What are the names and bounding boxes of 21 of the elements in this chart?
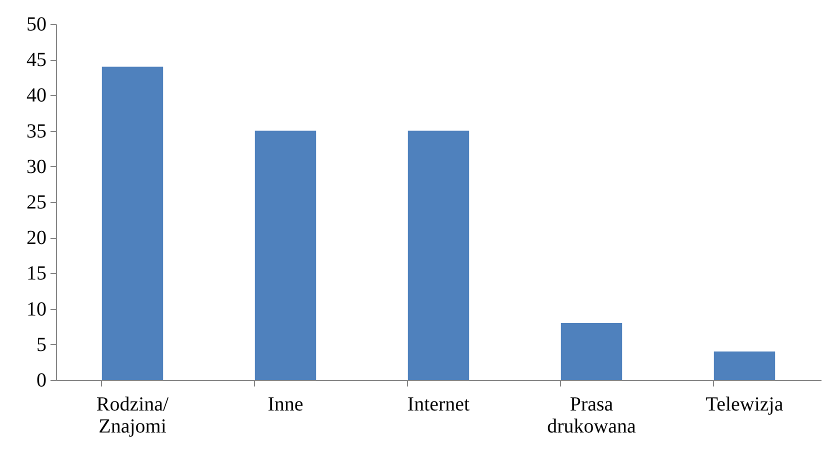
y-tick-label: 40 [26, 84, 46, 107]
x-tick-label: Telewizja [706, 394, 784, 416]
bar [714, 352, 776, 380]
y-tick-label: 0 [36, 370, 46, 392]
y-tick-label: 35 [26, 120, 46, 142]
x-tick-label: Internet [407, 394, 470, 416]
y-tick-label: 50 [26, 14, 46, 36]
y-tick-label: 10 [26, 298, 46, 320]
bar [408, 130, 470, 380]
x-tick-label: Inne [268, 394, 304, 416]
y-tick-label: 45 [26, 49, 46, 72]
x-tick-label: Rodzina/ Znajomi [96, 394, 170, 438]
bar [102, 66, 164, 380]
bar [254, 130, 316, 380]
y-tick-label: 15 [26, 262, 46, 285]
y-tick-label: 5 [36, 334, 46, 356]
y-tick-label: 30 [26, 156, 46, 178]
y-tick-label: 20 [26, 227, 46, 250]
bar [560, 323, 622, 380]
x-tick-label: Prasa drukowana [547, 394, 636, 438]
y-tick-label: 25 [26, 192, 46, 214]
